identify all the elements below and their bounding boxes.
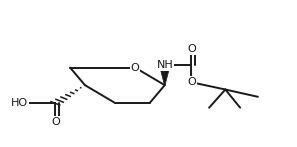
Text: O: O (187, 45, 196, 55)
Text: O: O (187, 77, 196, 87)
Text: O: O (131, 63, 140, 73)
Text: HO: HO (11, 98, 29, 108)
Text: O: O (51, 117, 60, 127)
Polygon shape (159, 66, 170, 85)
Text: NH: NH (157, 61, 173, 71)
